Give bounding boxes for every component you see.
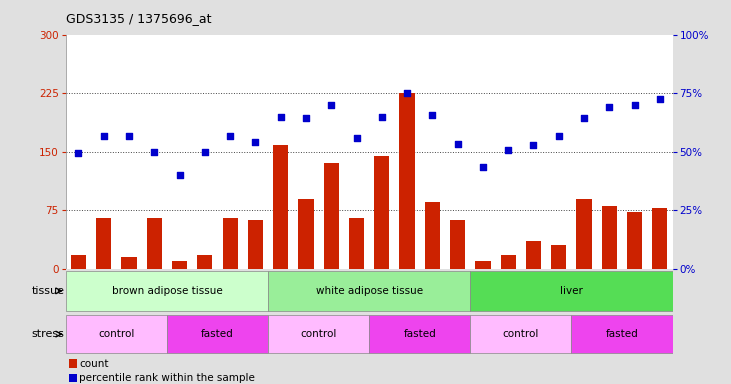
Bar [627,212,643,269]
Bar [577,199,591,269]
Point [98,133,110,139]
Point [199,149,211,155]
Bar [374,156,390,269]
Bar [66,271,268,311]
Bar [172,261,187,269]
Text: fasted: fasted [404,329,436,339]
Text: fasted: fasted [605,329,638,339]
Text: GDS3135 / 1375696_at: GDS3135 / 1375696_at [66,12,211,25]
Bar [399,93,414,269]
Bar [572,315,673,353]
Text: white adipose tissue: white adipose tissue [316,286,423,296]
Text: control: control [503,329,539,339]
Bar [268,315,369,353]
Point [376,114,387,120]
Point [249,139,261,145]
Bar [222,218,238,269]
Point [477,164,489,170]
Point [174,172,186,178]
Point [629,102,640,108]
Text: control: control [98,329,135,339]
Text: stress: stress [31,329,64,339]
Bar [602,206,617,269]
Text: percentile rank within the sample: percentile rank within the sample [79,373,255,383]
Bar [369,315,470,353]
Point [72,150,84,156]
Point [401,90,413,96]
Point [553,133,564,139]
Text: tissue: tissue [31,286,64,296]
Point [502,147,514,153]
Bar [298,199,314,269]
Bar [349,218,364,269]
Bar [96,218,111,269]
Text: brown adipose tissue: brown adipose tissue [112,286,222,296]
Bar [66,315,167,353]
Bar [470,315,572,353]
Bar [71,255,86,269]
Bar [475,261,491,269]
Text: control: control [300,329,337,339]
Bar [470,271,673,311]
Point [351,134,363,141]
Point [604,104,616,110]
Bar [526,242,541,269]
Bar [450,220,465,269]
Bar [121,257,137,269]
Bar [273,146,288,269]
Text: fasted: fasted [201,329,234,339]
Point [148,149,160,155]
Bar [551,245,567,269]
Text: liver: liver [560,286,583,296]
Point [325,102,337,108]
Bar [197,255,213,269]
Point [578,115,590,121]
Bar [425,202,440,269]
Bar [501,255,516,269]
Point [123,133,135,139]
Point [528,142,539,149]
Bar [652,208,667,269]
Bar [167,315,268,353]
Bar [324,164,338,269]
Point [224,133,236,139]
Bar [248,220,263,269]
Point [275,114,287,120]
Point [300,115,312,121]
Point [654,96,666,102]
Point [452,141,463,147]
Point [426,112,438,118]
Bar [268,271,470,311]
Text: count: count [79,359,108,369]
Bar [147,218,162,269]
